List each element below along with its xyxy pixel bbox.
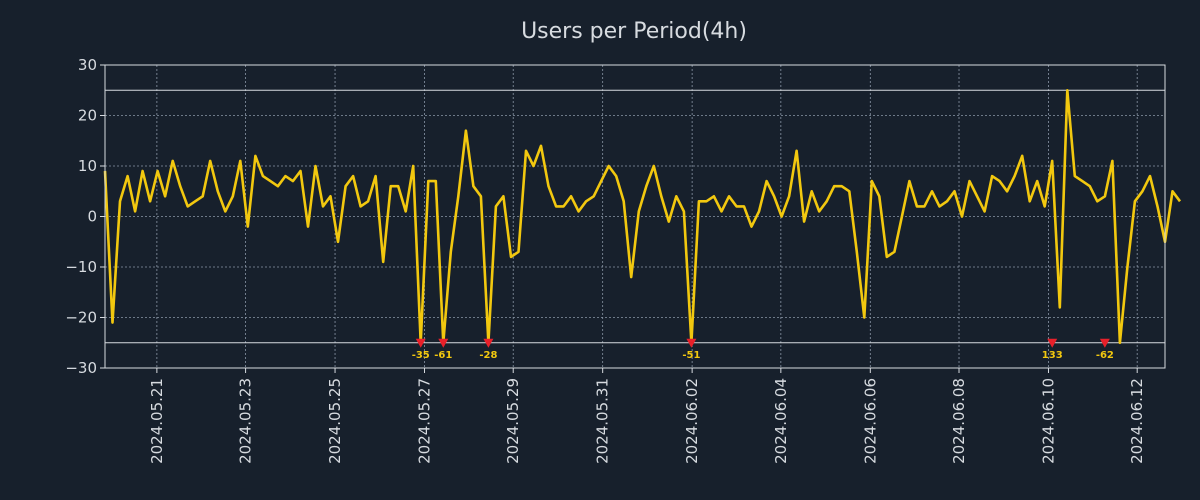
outlier-marker-down [1047,338,1058,348]
outlier-marker-down [686,338,697,348]
y-tick-label: −10 [65,258,97,276]
y-axis: 30 20 10 0 −10 −20 −30 [65,56,105,377]
outlier-label: -51 [682,350,700,361]
x-tick-label: 2024.05.29 [504,378,522,464]
outlier-marker-down [1099,338,1110,348]
y-tick-label: 0 [87,208,97,226]
x-tick-label: 2024.05.27 [416,378,434,464]
outlier-marker-down [415,338,426,348]
outlier-marker-down [438,338,449,348]
outlier-marker-down [483,338,494,348]
outlier-label: -28 [479,350,497,361]
x-tick-label: 2024.05.31 [594,378,612,464]
outlier-annotations: -35 -61 -28 -51 133 -62 [412,338,1114,361]
y-tick-label: −30 [65,359,97,377]
chart-title: Users per Period(4h) [521,19,747,44]
x-tick-label: 2024.06.04 [772,378,790,464]
y-tick-label: −20 [65,309,97,327]
x-tick-label: 2024.06.12 [1128,378,1146,464]
x-axis: 2024.05.21 2024.05.23 2024.05.25 2024.05.27… [148,368,1146,464]
outlier-label: -35 [412,350,430,361]
series-layer [103,89,1182,345]
x-tick-label: 2024.05.23 [237,378,255,464]
x-tick-label: 2024.06.02 [683,378,701,464]
y-tick-label: 10 [78,157,97,175]
y-tick-label: 30 [78,56,97,74]
outlier-label: 133 [1042,350,1063,361]
x-tick-label: 2024.06.10 [1039,378,1057,464]
x-tick-label: 2024.05.21 [148,378,166,464]
outlier-label: -61 [434,350,452,361]
clip-lines [105,89,1165,344]
outlier-label: -62 [1096,350,1114,361]
series-line [103,89,1182,345]
x-tick-label: 2024.05.25 [326,378,344,464]
x-tick-label: 2024.06.08 [950,378,968,464]
y-tick-label: 20 [78,107,97,125]
x-tick-label: 2024.06.06 [861,378,879,464]
